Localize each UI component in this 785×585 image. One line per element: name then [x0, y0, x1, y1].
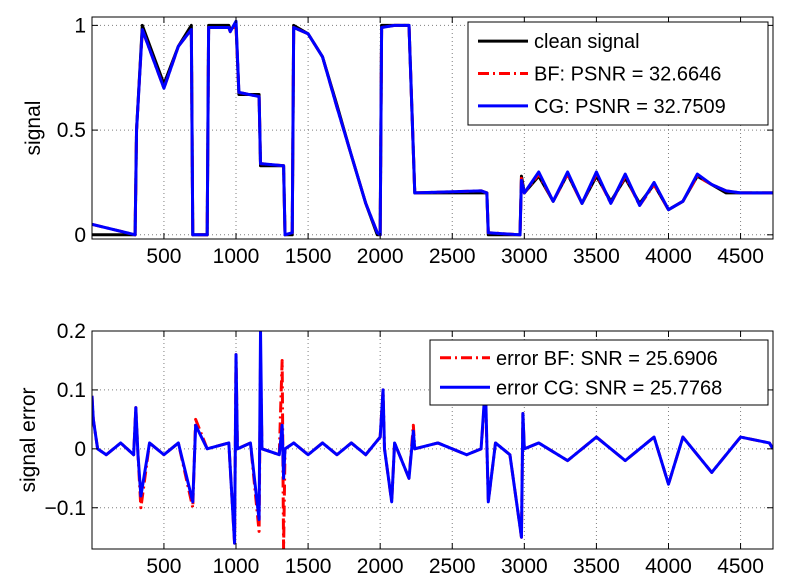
- y-axis-label: signal error: [17, 387, 40, 492]
- y-tick-label: 0: [74, 224, 86, 247]
- x-tick-label: 1000: [213, 245, 260, 268]
- y-tick-label: 0: [74, 438, 86, 461]
- x-tick-label: 3500: [573, 245, 620, 268]
- x-tick-label: 3500: [573, 555, 620, 578]
- x-tick-label: 1500: [285, 555, 332, 578]
- x-tick-label: 2500: [429, 245, 476, 268]
- chart-panel-2: 500 1000 1500 2000 2500 3000 3500 4000 4500 −0.1 0…: [17, 320, 774, 578]
- series-line-3: [92, 19, 773, 237]
- legend-box: [467, 21, 769, 126]
- x-tick-label: 3000: [501, 245, 548, 268]
- y-tick-label: 0.5: [57, 119, 86, 142]
- y-tick-label: 0.2: [57, 320, 86, 343]
- legend-label: BF: PSNR = 32.6646: [534, 64, 721, 86]
- x-tick-label: 1000: [213, 555, 260, 578]
- y-tick-label: 1: [74, 14, 86, 37]
- y-axis-label: signal: [22, 101, 45, 156]
- legend-label: error BF: SNR = 25.6906: [496, 348, 718, 370]
- y-tick-label: −0.1: [45, 497, 86, 520]
- x-tick-label: 1500: [285, 245, 332, 268]
- legend-label: CG: PSNR = 32.7509: [534, 96, 726, 118]
- x-tick-label: 500: [146, 245, 181, 268]
- x-tick-label: 4000: [645, 555, 692, 578]
- legend-label: error CG: SNR = 25.7768: [496, 377, 722, 399]
- x-tick-label: 2000: [357, 245, 404, 268]
- x-tick-label: 500: [146, 555, 181, 578]
- x-tick-label: 4500: [717, 245, 764, 268]
- legend: error BF: SNR = 25.6906 error CG: SNR = 2…: [429, 339, 769, 406]
- legend-label: clean signal: [534, 31, 640, 53]
- legend: clean signal BF: PSNR = 32.6646 CG: PSNR =…: [467, 21, 769, 126]
- y-tick-label: 0.1: [57, 379, 86, 402]
- series-line-2: [92, 331, 773, 545]
- x-tick-label: 3000: [501, 555, 548, 578]
- x-tick-label: 2000: [357, 555, 404, 578]
- x-tick-label: 2500: [429, 555, 476, 578]
- series-group: [92, 19, 773, 237]
- series-group: [92, 331, 773, 549]
- x-tick-label: 4500: [717, 555, 764, 578]
- axes-frame: [91, 16, 774, 240]
- x-tick-label: 4000: [645, 245, 692, 268]
- legend-box: [429, 339, 769, 406]
- axes-frame: [91, 330, 774, 550]
- chart-panel-1: 500 1000 1500 2000 2500 3000 3500 4000 4500 0 0.5 1…: [22, 14, 774, 268]
